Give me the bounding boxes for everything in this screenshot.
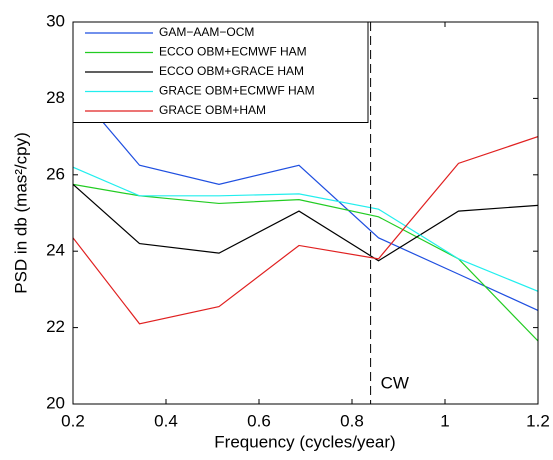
data-line — [73, 183, 538, 262]
x-tick-label: 0.2 — [61, 411, 85, 430]
data-line — [73, 166, 538, 292]
legend-label: GRACE OBM+HAM — [159, 103, 266, 117]
legend-label: GAM−AAM−OCM — [159, 25, 254, 39]
y-tick-label: 28 — [46, 88, 65, 107]
y-axis-label: PSD in db (mas²/cpy) — [11, 132, 30, 294]
y-tick-label: 22 — [46, 317, 65, 336]
legend-label: ECCO OBM+GRACE HAM — [159, 64, 304, 78]
y-tick-label: 20 — [46, 393, 65, 412]
legend-label: ECCO OBM+ECMWF HAM — [159, 45, 307, 59]
legend-label: GRACE OBM+ECMWF HAM — [159, 84, 315, 98]
x-tick-label: 0.6 — [247, 411, 271, 430]
annotation: CW — [381, 373, 409, 392]
x-tick-label: 1 — [440, 411, 449, 430]
y-tick-label: 30 — [46, 11, 65, 30]
legend: GAM−AAM−OCM ECCO OBM+ECMWF HAM ECCO OBM+GR… — [72, 21, 369, 123]
y-tick-label: 26 — [46, 164, 65, 183]
x-tick-label: 0.4 — [154, 411, 178, 430]
x-axis-label: Frequency (cycles/year) — [214, 432, 395, 451]
x-tick-label: 1.2 — [526, 411, 550, 430]
data-line — [73, 86, 538, 311]
x-tick-label: 0.8 — [340, 411, 364, 430]
data-line — [73, 136, 538, 325]
y-tick-label: 24 — [46, 241, 65, 260]
